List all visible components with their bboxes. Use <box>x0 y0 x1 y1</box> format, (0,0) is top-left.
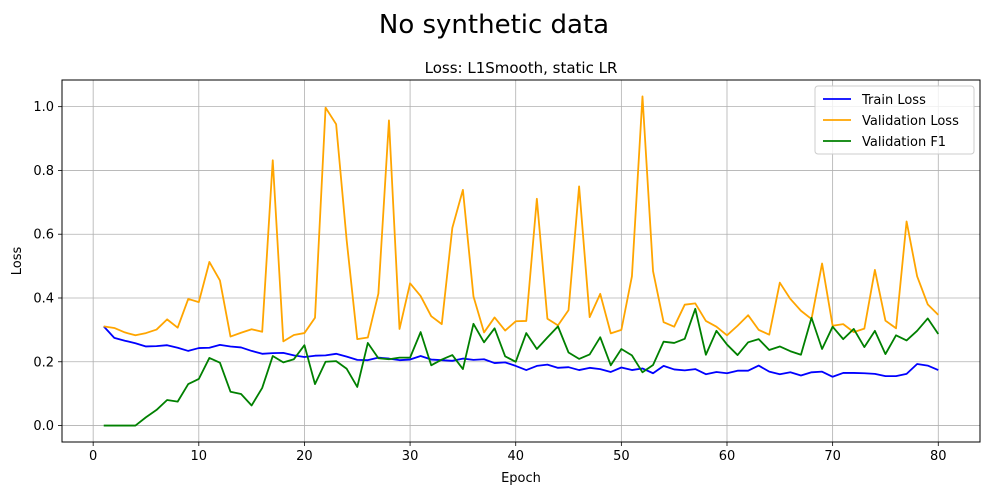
x-tick-label: 60 <box>719 449 736 464</box>
legend-box <box>814 85 975 155</box>
y-tick-label: 0.2 <box>33 355 54 370</box>
y-tick-label: 0.8 <box>33 164 54 179</box>
x-tick-label: 0 <box>89 449 97 464</box>
series-line-train-loss <box>103 325 939 378</box>
x-tick-label: 20 <box>296 449 313 464</box>
legend-label-validation-f1: Validation F1 <box>862 135 946 150</box>
x-tick-label: 50 <box>613 449 630 464</box>
y-tick-label: 0.0 <box>33 419 54 434</box>
series-line-validation-loss <box>103 95 939 343</box>
y-axis-label: Loss <box>10 247 25 276</box>
x-tick-label: 10 <box>191 449 208 464</box>
grid <box>62 80 980 442</box>
y-tick-label: 0.4 <box>33 291 54 306</box>
x-tick-label: 80 <box>930 449 947 464</box>
series-lines <box>103 95 940 427</box>
x-tick-label: 40 <box>507 449 524 464</box>
x-tick-label: 30 <box>402 449 419 464</box>
legend-label-train-loss: Train Loss <box>861 93 926 108</box>
legend-label-validation-loss: Validation Loss <box>862 114 959 129</box>
legend: Train Loss Validation Loss Validation F1 <box>814 85 975 155</box>
y-tick-label: 0.6 <box>33 228 54 243</box>
x-axis-label: Epoch <box>501 471 541 486</box>
y-axis-ticks: 0.0 0.2 0.4 0.6 0.8 1.0 <box>33 100 62 434</box>
x-axis-ticks: 0 10 20 30 40 50 60 70 80 <box>89 442 947 464</box>
y-tick-label: 1.0 <box>33 100 54 115</box>
plot-frame <box>61 79 981 443</box>
x-tick-label: 70 <box>824 449 841 464</box>
figure-suptitle: No synthetic data <box>379 10 609 40</box>
chart-title: Loss: L1Smooth, static LR <box>425 59 618 77</box>
series-line-validation-f1 <box>103 307 940 427</box>
